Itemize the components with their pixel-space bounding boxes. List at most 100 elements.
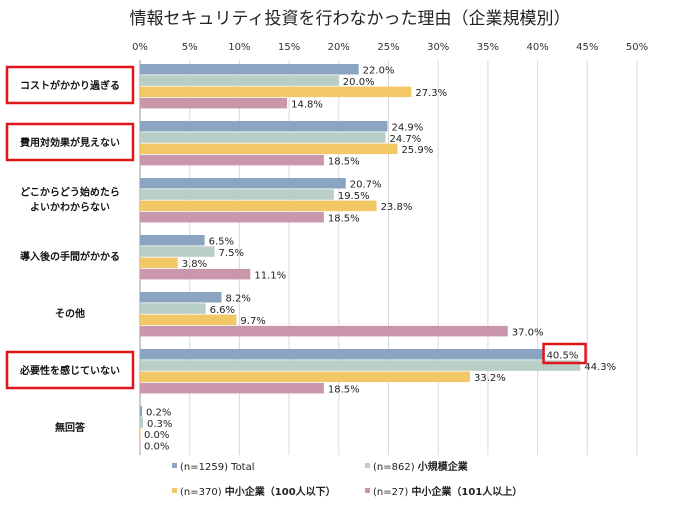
data-label: 3.8% — [182, 259, 207, 270]
legend-n: (n=862) — [373, 462, 418, 473]
x-tick-label: 5% — [182, 42, 198, 53]
category-label: 無回答 — [55, 421, 86, 434]
bar — [140, 121, 388, 132]
bar — [140, 439, 141, 451]
legend-entry: (n=1259) Total — [180, 462, 255, 473]
category-label: どこからどう始めたら — [20, 186, 120, 199]
data-label: 18.5% — [328, 384, 360, 395]
legend-name: 小規模企業 — [417, 460, 469, 473]
legend-swatch — [365, 463, 370, 468]
data-label: 20.7% — [350, 180, 382, 191]
category-labels: コストがかかり過ぎる費用対効果が見えないどこからどう始めたらよいかわからない導入… — [5, 65, 135, 434]
bar — [140, 292, 222, 303]
data-label: 0.2% — [146, 408, 171, 419]
x-tick-label: 20% — [328, 42, 350, 53]
legend-entry: (n=862) 小規模企業 — [373, 460, 469, 473]
legend-name: 中小企業（100人以下） — [225, 485, 336, 498]
bar — [140, 382, 324, 394]
bar — [140, 406, 142, 417]
bar — [140, 268, 251, 280]
bar — [140, 235, 205, 246]
data-label: 0.0% — [144, 441, 169, 452]
bar — [140, 257, 178, 269]
data-label: 11.1% — [254, 270, 286, 281]
data-label: 40.5% — [547, 351, 579, 362]
data-label: 33.2% — [474, 373, 506, 384]
highlight-box — [5, 122, 135, 162]
category-label: その他 — [55, 307, 85, 320]
bar — [140, 75, 339, 86]
data-label: 8.2% — [226, 294, 251, 305]
highlight-box — [5, 350, 135, 390]
data-label: 27.3% — [415, 88, 447, 99]
bar — [140, 154, 324, 166]
legend-name: 中小企業（101人以上） — [411, 485, 522, 498]
x-tick-label: 15% — [278, 42, 300, 53]
bar — [140, 64, 359, 75]
highlight-box — [5, 65, 135, 105]
bar — [140, 417, 143, 428]
legend-swatch — [172, 488, 177, 493]
bar — [140, 86, 412, 98]
bar — [140, 428, 141, 440]
data-label: 19.5% — [338, 191, 370, 202]
bars — [140, 64, 581, 451]
data-label: 14.8% — [291, 99, 323, 110]
bar — [140, 97, 288, 109]
data-label: 6.6% — [210, 305, 235, 316]
x-tick-label: 45% — [576, 42, 598, 53]
legend-swatch — [365, 488, 370, 493]
x-tick-label: 50% — [626, 42, 648, 53]
data-label: 44.3% — [584, 362, 616, 373]
category-label: 費用対効果が見えない — [20, 136, 120, 149]
x-tick-label: 35% — [477, 42, 499, 53]
bar — [140, 349, 543, 360]
data-label: 7.5% — [219, 248, 244, 259]
data-label: 18.5% — [328, 156, 360, 167]
data-label: 20.0% — [343, 77, 375, 88]
legend-entry: (n=370) 中小企業（100人以下） — [180, 485, 336, 498]
data-label: 6.5% — [209, 237, 234, 248]
x-axis-ticks: 0% 5% 10% 15% 20% 25% 30% 35% 40% 45% 50% — [132, 42, 648, 53]
bar — [140, 189, 334, 200]
data-label: 22.0% — [363, 66, 395, 77]
data-label: 24.7% — [390, 134, 422, 145]
data-label: 18.5% — [328, 213, 360, 224]
bar — [140, 325, 508, 337]
category-label: よいかわからない — [30, 202, 110, 214]
data-label: 23.8% — [381, 202, 413, 213]
legend-entry: (n=27) 中小企業（101人以上） — [373, 485, 522, 498]
legend-swatch — [172, 463, 177, 468]
legend-n: (n=27) — [373, 487, 411, 498]
x-tick-label: 25% — [377, 42, 399, 53]
x-tick-label: 30% — [427, 42, 449, 53]
data-labels: 22.0%20.0% 27.3% 14.8% 24.9%24.7%25.9% 18.5%… — [144, 66, 616, 453]
x-tick-label: 0% — [132, 42, 148, 53]
bar — [140, 303, 206, 314]
bar — [140, 314, 237, 326]
legend-n: (n=1259) — [180, 462, 231, 473]
x-tick-label: 10% — [228, 42, 250, 53]
bar — [140, 178, 346, 189]
bar — [140, 371, 471, 383]
data-label: 37.0% — [512, 327, 544, 338]
data-label: 25.9% — [401, 145, 433, 156]
bar — [140, 360, 581, 371]
bar — [140, 246, 215, 257]
data-label: 24.9% — [392, 123, 424, 134]
legend: (n=1259) Total (n=862) 小規模企業 (n=370) 中小企業（… — [172, 460, 522, 498]
bar — [140, 143, 398, 155]
category-label: 導入後の手間がかかる — [20, 250, 120, 263]
x-tick-label: 40% — [526, 42, 548, 53]
category-label: コストがかかり過ぎる — [20, 79, 120, 92]
data-label: 9.7% — [240, 316, 265, 327]
chart-title: 情報セキュリティ投資を行わなかった理由（企業規模別） — [130, 9, 571, 29]
legend-name: Total — [230, 462, 254, 473]
bar — [140, 200, 377, 212]
bar — [140, 211, 324, 223]
bar — [140, 132, 386, 143]
legend-n: (n=370) — [180, 487, 225, 498]
data-label: 0.3% — [147, 419, 172, 430]
highlight-box — [542, 342, 587, 365]
